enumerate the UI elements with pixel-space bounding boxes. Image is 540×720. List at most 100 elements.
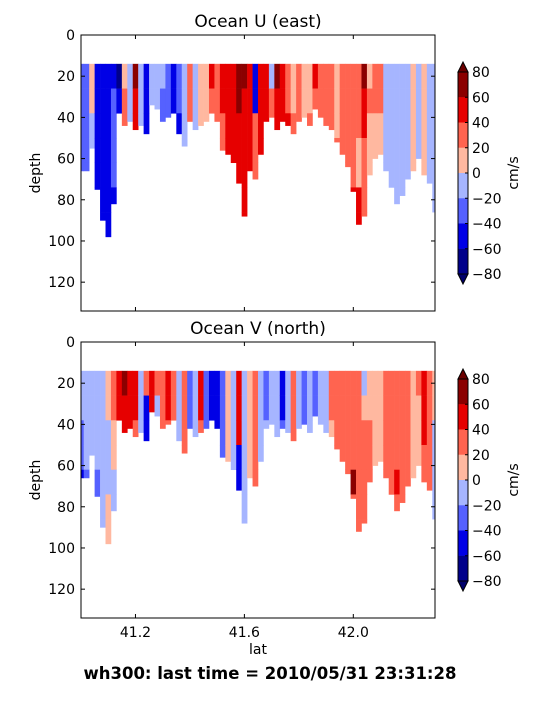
contour-cell: [230, 88, 237, 114]
contour-cell: [356, 395, 362, 421]
contour-cell: [388, 88, 395, 114]
contour-fill: [81, 63, 435, 238]
contour-cell: [192, 420, 199, 438]
colorbar-label: cm/s: [506, 463, 522, 496]
contour-cell: [81, 113, 85, 139]
contour-cell: [383, 137, 390, 164]
contour-cell: [247, 137, 253, 164]
colorbar-tick-label: −20: [472, 498, 502, 514]
contour-cell: [268, 395, 275, 421]
contour-cell: [426, 113, 433, 139]
colorbar-under-triangle: [457, 580, 469, 593]
contour-cell: [159, 113, 166, 122]
contour-cell: [432, 88, 435, 114]
contour-cell: [132, 63, 139, 89]
contour-cell: [89, 444, 95, 456]
colorbar-over-triangle: [457, 60, 469, 73]
contour-cell: [100, 395, 106, 421]
contour-cell: [410, 88, 417, 114]
colorbar-segment: [458, 480, 468, 506]
colorbar-segment: [458, 97, 468, 123]
colorbar-segment: [458, 248, 468, 275]
contour-cell: [415, 113, 422, 139]
contour-cell: [356, 162, 362, 188]
y-tick-label: 60: [57, 459, 75, 475]
contour-cell: [89, 63, 95, 89]
contour-cell: [290, 395, 297, 421]
contour-cell: [290, 63, 297, 89]
contour-cell: [334, 420, 340, 446]
contour-cell: [225, 370, 232, 396]
contour-cell: [83, 63, 90, 89]
contour-cell: [100, 370, 106, 396]
contour-cell: [372, 113, 379, 139]
contour-cell: [100, 494, 106, 520]
contour-cell: [285, 63, 291, 89]
contour-cell: [307, 395, 313, 421]
contour-cell: [110, 494, 117, 512]
contour-cell: [328, 113, 335, 131]
contour-cell: [399, 370, 406, 396]
contour-cell: [350, 469, 357, 495]
contour-cell: [350, 370, 357, 396]
contour-cell: [241, 420, 248, 446]
contour-cell: [372, 444, 379, 466]
contour-cell: [432, 162, 435, 188]
contour-cell: [132, 88, 139, 114]
contour-cell: [165, 113, 172, 118]
footer-title: wh300: last time = 2010/05/31 23:31:28: [83, 664, 457, 683]
contour-cell: [312, 395, 319, 417]
contour-cell: [339, 137, 346, 155]
contour-cell: [394, 420, 400, 446]
contour-cell: [236, 137, 242, 164]
contour-cell: [328, 370, 335, 396]
y-tick-label: 80: [57, 500, 75, 516]
contour-cell: [334, 63, 340, 89]
contour-cell: [203, 420, 210, 429]
contour-cell: [383, 88, 390, 114]
contour-cell: [279, 88, 286, 114]
contour-cell: [208, 370, 215, 396]
contour-cell: [279, 113, 286, 122]
contour-cell: [159, 420, 166, 429]
contour-cell: [312, 63, 319, 89]
contour-cell: [176, 63, 183, 89]
contour-cell: [356, 63, 362, 89]
contour-cell: [258, 444, 264, 462]
contour-cell: [110, 469, 117, 495]
contour-cell: [198, 88, 204, 114]
contour-cell: [356, 113, 362, 139]
contour-cell: [138, 420, 144, 433]
contour-cell: [241, 494, 248, 520]
contour-cell: [388, 395, 395, 421]
contour-cell: [225, 88, 232, 114]
contour-cell: [377, 88, 384, 114]
contour-cell: [410, 395, 417, 421]
contour-cell: [170, 88, 177, 114]
contour-cell: [279, 63, 286, 89]
contour-cell: [105, 494, 112, 520]
contour-cell: [372, 137, 379, 159]
contour-cell: [383, 469, 390, 479]
contour-cell: [203, 395, 210, 421]
contour-cell: [426, 137, 433, 164]
chart-title: Ocean V (north): [190, 319, 326, 339]
contour-cell: [176, 395, 183, 421]
contour-cell: [149, 395, 155, 413]
contour-cell: [138, 395, 144, 421]
contour-cell: [258, 137, 264, 155]
contour-cell: [350, 187, 357, 192]
contour-cell: [252, 469, 259, 487]
contour-cell: [339, 370, 346, 396]
contour-cell: [268, 113, 275, 118]
contour-cell: [198, 395, 204, 421]
contour-cell: [394, 88, 400, 114]
contour-cell: [421, 395, 428, 421]
contour-cell: [230, 370, 237, 396]
y-axis-label: depth: [28, 460, 44, 501]
contour-cell: [334, 113, 340, 139]
contour-cell: [198, 370, 204, 396]
contour-cell: [192, 113, 199, 131]
contour-cell: [241, 212, 248, 217]
contour-cell: [132, 420, 139, 438]
